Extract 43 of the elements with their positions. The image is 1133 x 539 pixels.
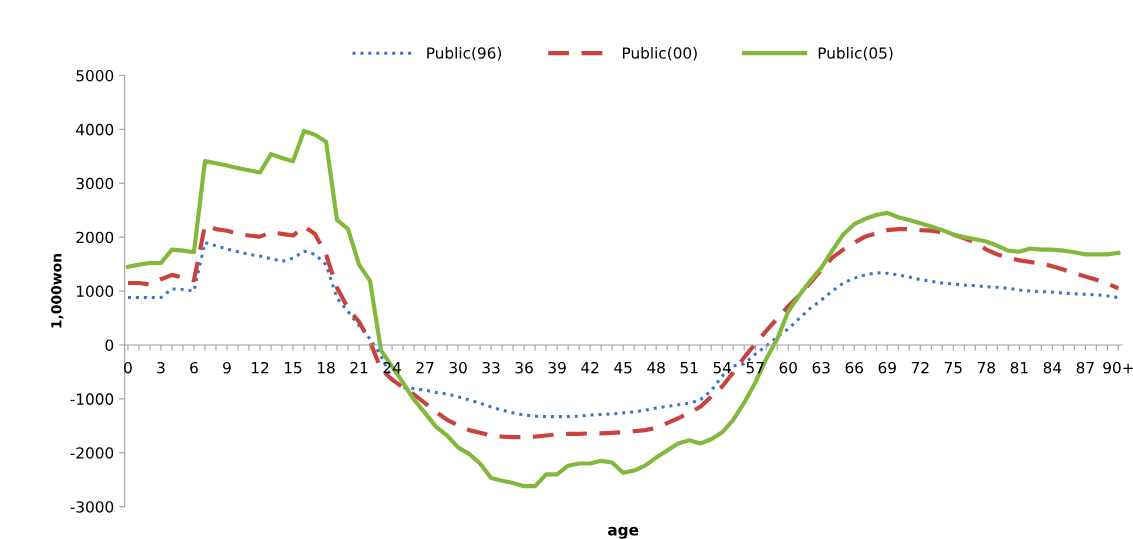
x-tick-label: 12 [251, 361, 269, 374]
y-tick-label: 2000 [76, 231, 114, 244]
y-tick-label: -1000 [70, 393, 114, 405]
x-tick-label: 36 [515, 361, 533, 374]
x-tick-label: 18 [317, 361, 335, 374]
x-tick-label: 51 [680, 362, 698, 374]
x-tick-label: 6 [190, 361, 198, 374]
x-tick-label: 27 [416, 361, 434, 374]
x-tick-label: 42 [581, 361, 599, 374]
x-tick-label: 90+ [1103, 361, 1133, 374]
y-tick-label: -3000 [70, 501, 114, 513]
y-tick-label: 3000 [76, 177, 114, 190]
x-tick-label: 66 [845, 361, 864, 374]
x-tick-label: 0 [124, 361, 132, 374]
x-tick-label: 75 [944, 362, 962, 374]
x-tick-label: 87 [1076, 361, 1094, 374]
x-tick-label: 60 [779, 361, 797, 374]
x-tick-label: 84 [1043, 361, 1062, 374]
y-tick-label: 0 [105, 339, 114, 351]
x-tick-label: 81 [1010, 361, 1028, 374]
x-tick-label: 54 [713, 362, 732, 374]
x-tick-label: 9 [223, 361, 231, 374]
x-tick-label: 3 [157, 361, 165, 374]
y-tick-label: -2000 [70, 447, 114, 459]
x-tick-label: 33 [482, 361, 500, 374]
y-axis-title: 1,000won [51, 254, 64, 328]
x-tick-label: 69 [878, 361, 896, 374]
x-tick-label: 72 [911, 361, 929, 374]
legend-label: Public(96) [427, 46, 502, 61]
y-tick-label: 1000 [77, 285, 114, 298]
x-tick-label: 15 [284, 362, 302, 374]
x-tick-label: 45 [614, 362, 632, 374]
y-tick-label: 4000 [76, 123, 114, 136]
x-axis-title: age [608, 526, 639, 539]
x-tick-label: 48 [647, 361, 665, 374]
legend-label: Public(05) [818, 46, 893, 61]
x-tick-label: 78 [977, 361, 995, 374]
x-tick-label: 63 [812, 361, 830, 374]
y-tick-label: 5000 [76, 69, 114, 82]
legend-label: Public(00) [623, 46, 697, 61]
x-tick-label: 39 [548, 361, 566, 374]
x-tick-label: 30 [449, 361, 467, 374]
x-tick-label: 21 [350, 361, 368, 374]
